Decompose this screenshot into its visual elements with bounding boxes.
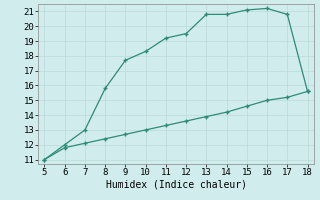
X-axis label: Humidex (Indice chaleur): Humidex (Indice chaleur) bbox=[106, 180, 246, 190]
